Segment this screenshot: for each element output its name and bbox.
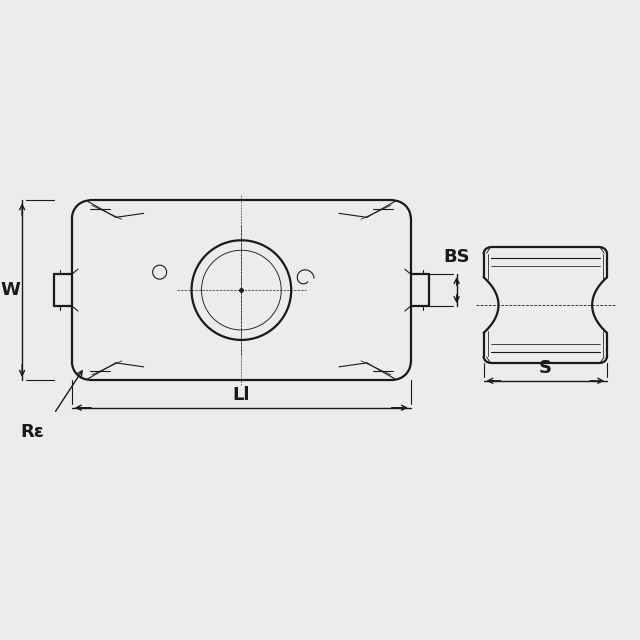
Text: Rε: Rε <box>20 422 44 440</box>
Text: BS: BS <box>444 248 470 266</box>
Text: W: W <box>0 281 20 299</box>
Text: Ll: Ll <box>232 386 250 404</box>
Text: S: S <box>539 359 552 377</box>
